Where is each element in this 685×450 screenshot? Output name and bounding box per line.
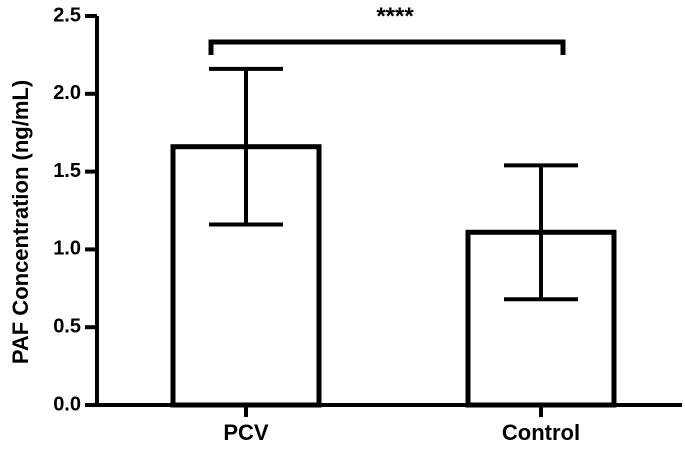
y-ticks: 0.0 0.5 1.0 1.5 2.0 2.5: [53, 4, 97, 415]
bracket-line: [208, 39, 566, 55]
error-bars: [209, 66, 578, 302]
y-tick-label: 2.5: [53, 4, 81, 26]
x-tick-label: Control: [502, 420, 580, 445]
bars: [170, 144, 617, 408]
significance-label: ****: [376, 3, 414, 30]
y-tick-label: 1.0: [53, 238, 81, 260]
x-tick-labels: PCV Control: [223, 405, 580, 445]
y-axis-label: PAF Concentration (ng/mL): [8, 80, 33, 364]
y-tick-label: 2.0: [53, 82, 81, 104]
x-tick-label: PCV: [223, 420, 269, 445]
y-tick-label: 1.5: [53, 160, 81, 182]
y-tick-label: 0.0: [53, 393, 81, 415]
significance-bracket: ****: [208, 3, 566, 55]
y-tick-label: 0.5: [53, 315, 81, 337]
